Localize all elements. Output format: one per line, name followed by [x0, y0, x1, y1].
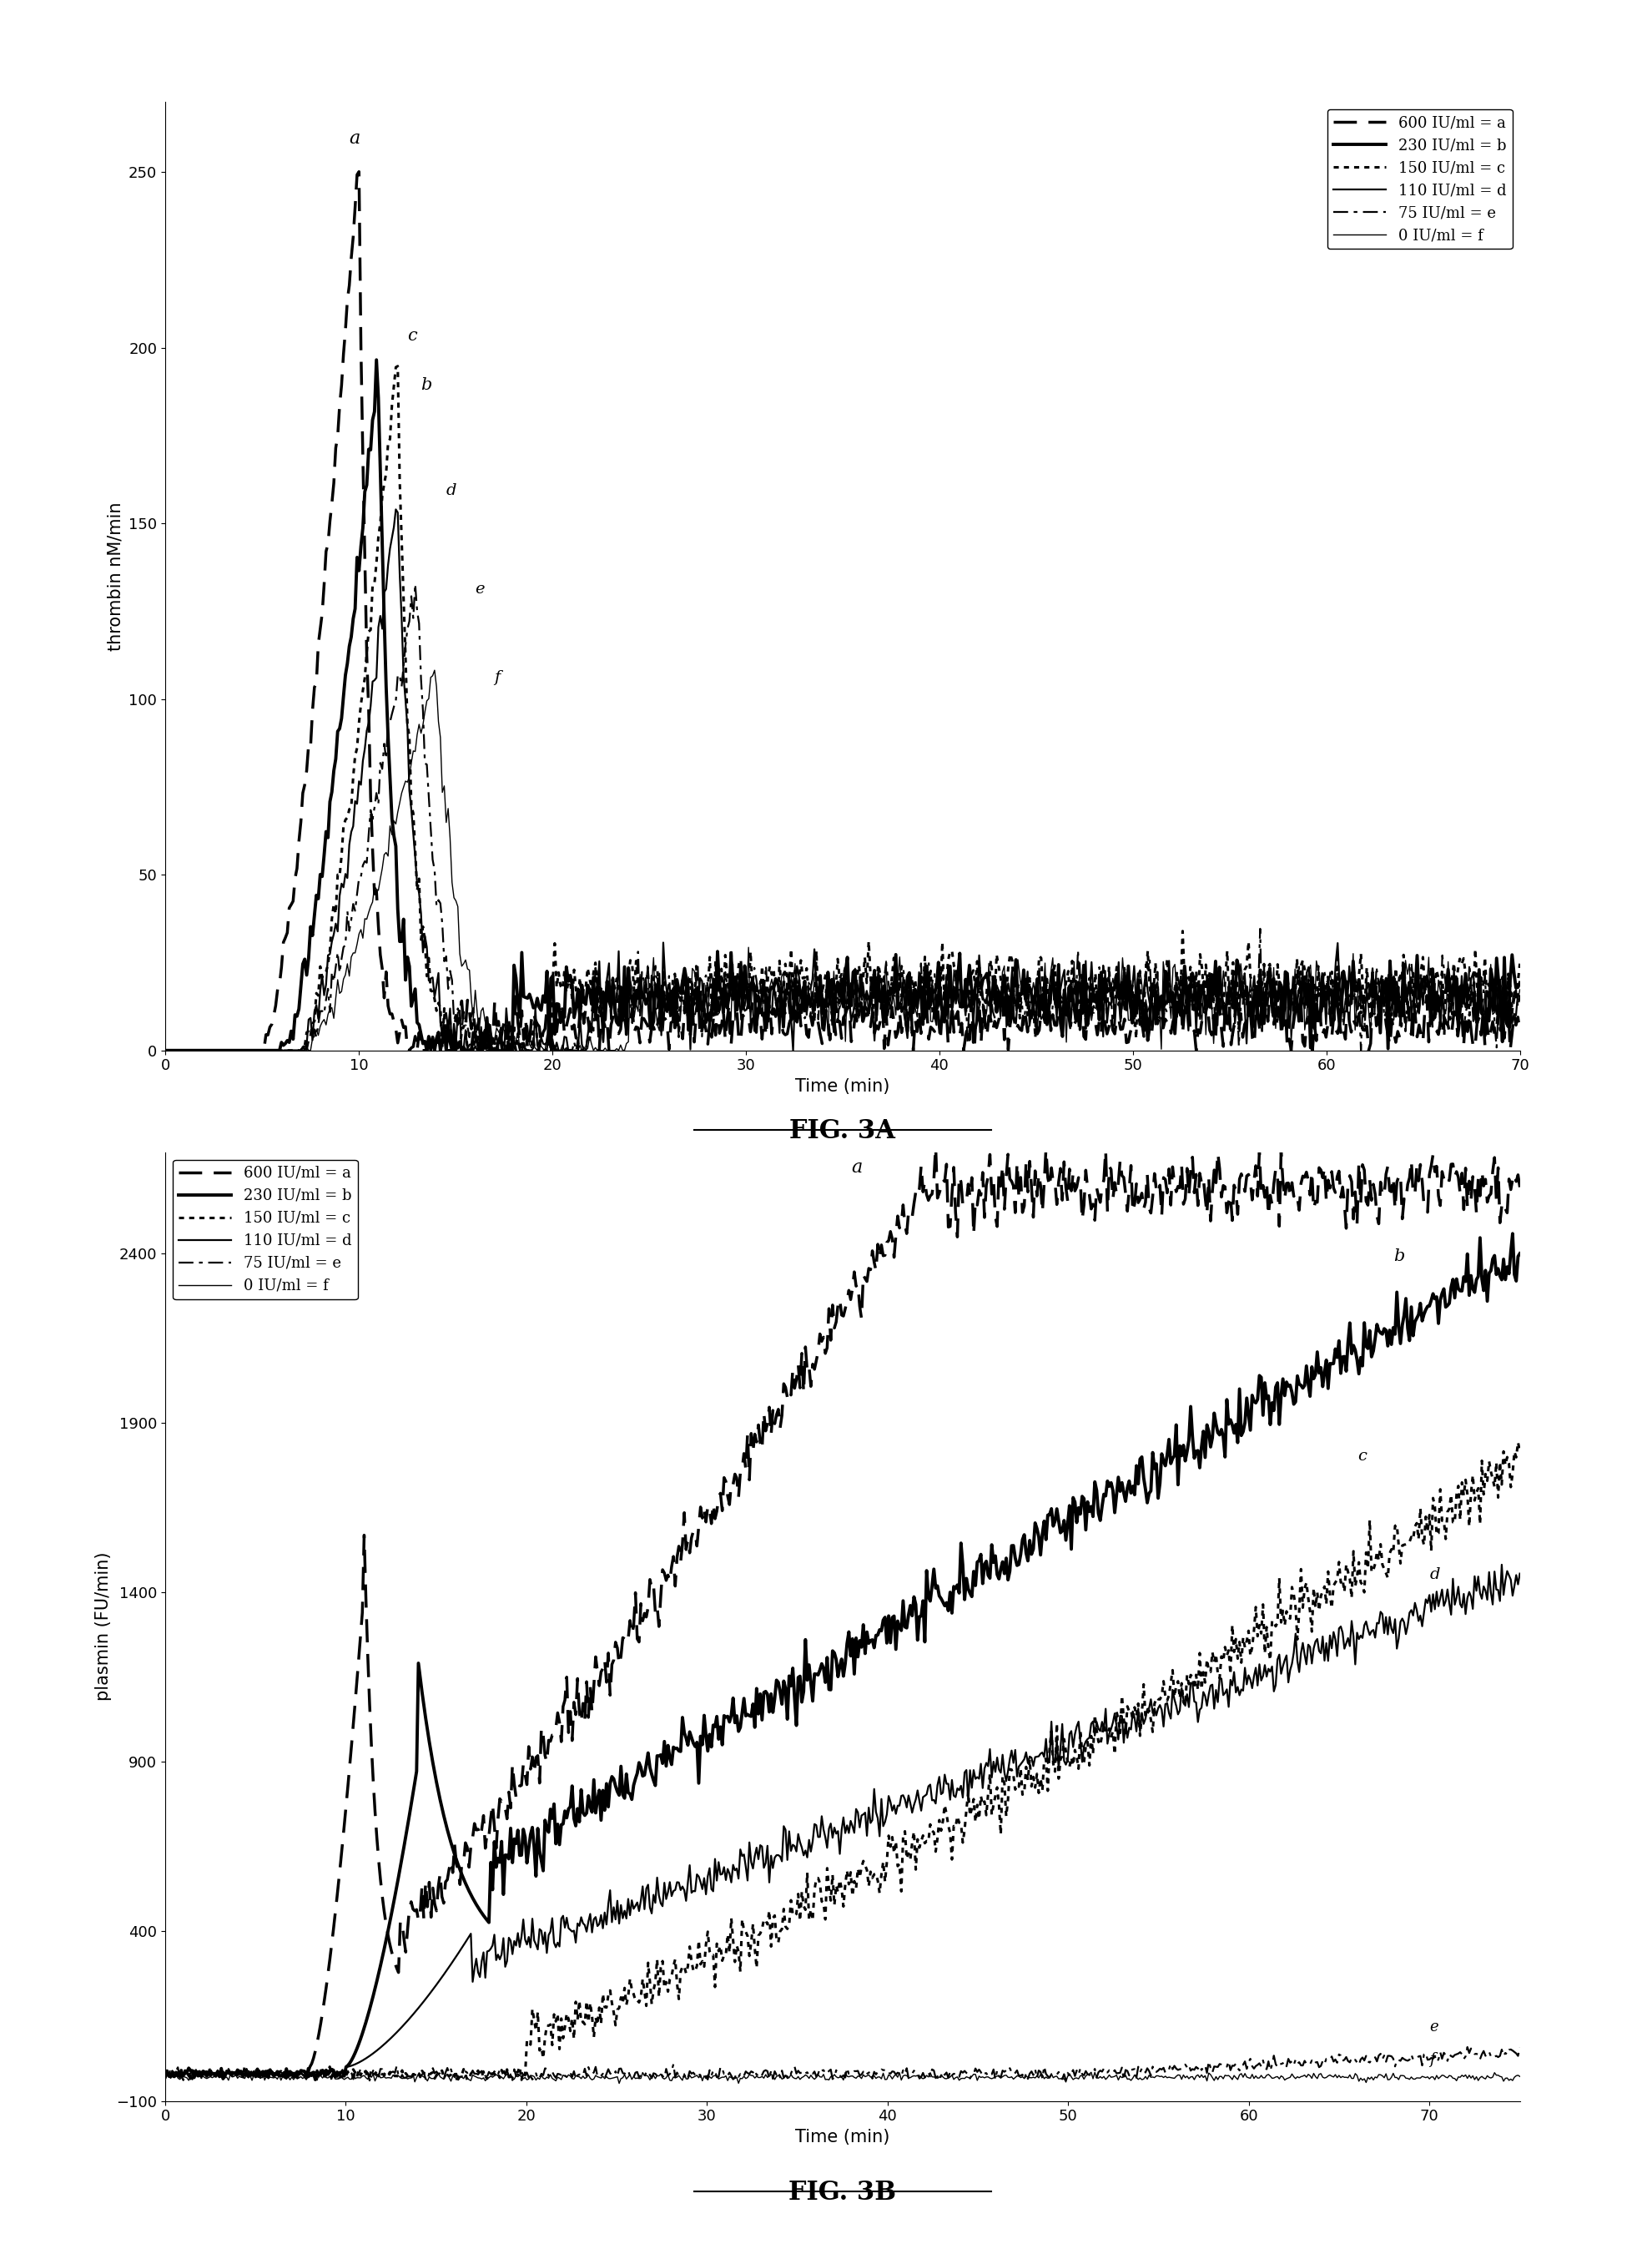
Text: e: e — [1429, 2020, 1439, 2035]
Y-axis label: plasmin (FU/min): plasmin (FU/min) — [94, 1552, 112, 1701]
Text: FIG. 3A: FIG. 3A — [790, 1118, 895, 1143]
Text: a: a — [851, 1159, 862, 1177]
Text: c: c — [1358, 1448, 1366, 1464]
X-axis label: Time (min): Time (min) — [795, 2128, 890, 2146]
Text: c: c — [406, 328, 416, 343]
Text: b: b — [421, 377, 431, 393]
Text: b: b — [1393, 1247, 1404, 1263]
X-axis label: Time (min): Time (min) — [795, 1078, 890, 1096]
Text: d: d — [1429, 1568, 1441, 1581]
Text: e: e — [474, 583, 484, 596]
Text: f: f — [1429, 2051, 1436, 2067]
Text: f: f — [494, 669, 501, 684]
Y-axis label: thrombin nM/min: thrombin nM/min — [107, 501, 124, 651]
Text: FIG. 3B: FIG. 3B — [788, 2180, 897, 2205]
Text: d: d — [446, 483, 456, 499]
Text: a: a — [349, 129, 360, 149]
Legend: 600 IU/ml = a, 230 IU/ml = b, 150 IU/ml = c, 110 IU/ml = d, 75 IU/ml = e, 0 IU/m: 600 IU/ml = a, 230 IU/ml = b, 150 IU/ml … — [173, 1159, 358, 1299]
Legend: 600 IU/ml = a, 230 IU/ml = b, 150 IU/ml = c, 110 IU/ml = d, 75 IU/ml = e, 0 IU/m: 600 IU/ml = a, 230 IU/ml = b, 150 IU/ml … — [1327, 108, 1512, 248]
